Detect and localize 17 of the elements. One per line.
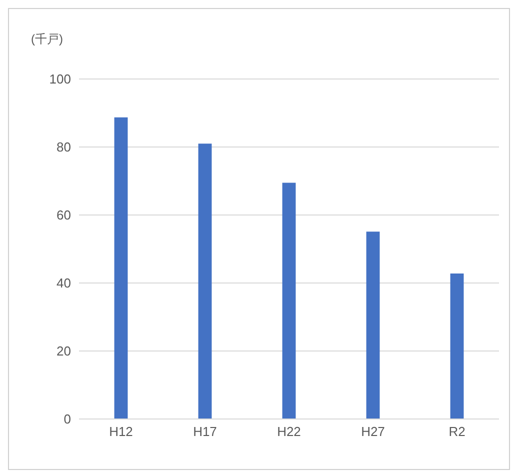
bar [366,232,380,419]
x-tick-label: H17 [193,424,217,440]
y-tick-label: 40 [56,276,71,291]
y-tick-label: 60 [56,208,71,223]
x-tick-label: H12 [109,424,133,440]
y-axis-title: (千戸) [31,31,63,48]
bar [114,117,128,419]
bar [450,273,464,419]
y-tick-label: 20 [56,344,71,359]
bar [282,182,296,419]
y-tick-label: 100 [49,72,71,87]
x-tick-label: R2 [448,424,466,440]
y-tick-label: 0 [64,412,71,427]
x-tick-label: H22 [277,424,301,440]
y-tick-label: 80 [56,140,71,155]
x-tick-label: H27 [361,424,385,440]
bar [198,144,212,419]
